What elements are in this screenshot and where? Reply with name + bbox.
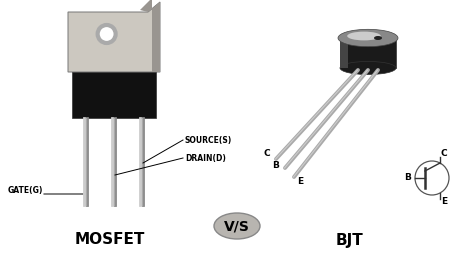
Ellipse shape [340, 61, 396, 74]
Text: BJT: BJT [336, 232, 364, 247]
Polygon shape [140, 0, 160, 72]
Ellipse shape [374, 36, 382, 40]
Circle shape [415, 161, 449, 195]
Ellipse shape [338, 29, 398, 47]
Polygon shape [72, 72, 156, 118]
Text: B: B [405, 172, 411, 181]
Text: B: B [273, 161, 280, 171]
Text: MOSFET: MOSFET [75, 232, 145, 247]
Text: E: E [297, 177, 303, 186]
Text: V/S: V/S [224, 219, 250, 233]
Text: SOURCE(S): SOURCE(S) [185, 135, 232, 144]
Polygon shape [340, 38, 348, 68]
Text: E: E [441, 197, 447, 206]
Polygon shape [340, 38, 396, 68]
Text: C: C [441, 149, 447, 159]
Polygon shape [68, 2, 160, 72]
Ellipse shape [347, 32, 381, 40]
Text: GATE(G): GATE(G) [8, 185, 44, 194]
Text: C: C [264, 148, 270, 157]
Text: DRAIN(D): DRAIN(D) [185, 153, 226, 163]
Circle shape [98, 25, 116, 43]
Ellipse shape [214, 213, 260, 239]
